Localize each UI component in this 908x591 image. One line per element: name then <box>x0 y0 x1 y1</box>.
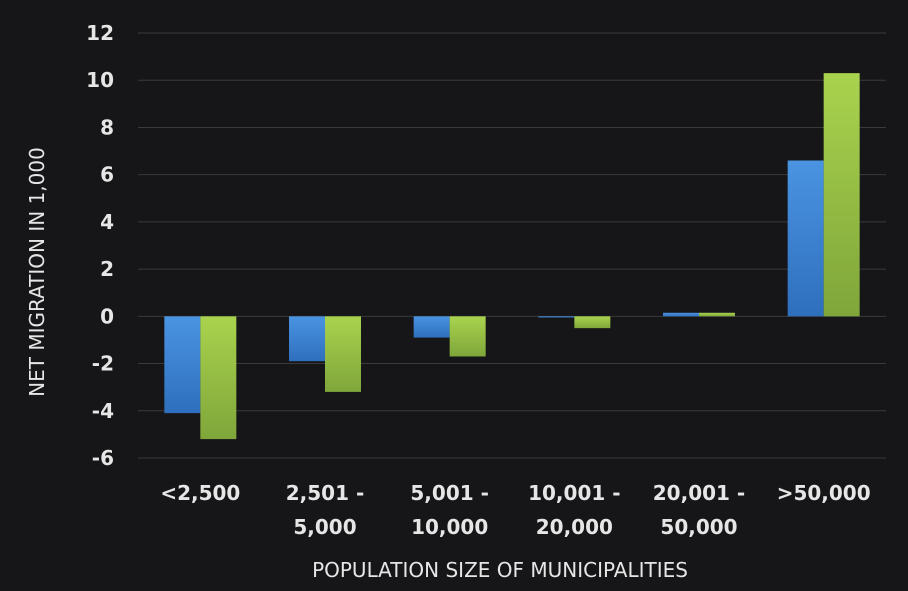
y-tick-label: 12 <box>86 21 114 45</box>
bar-series-1 <box>787 160 824 317</box>
y-axis-ticks: -6 -4 -2 0 2 4 6 8 10 12 <box>86 21 114 470</box>
bar-series-2 <box>200 316 237 440</box>
gridlines <box>138 32 886 459</box>
y-tick-label: 4 <box>100 210 114 234</box>
y-tick-label: 8 <box>100 115 114 139</box>
y-tick-label: -2 <box>92 352 114 376</box>
bar-series-2 <box>574 316 611 329</box>
y-tick-label: 2 <box>100 257 114 281</box>
bar-series-2 <box>449 316 486 357</box>
x-axis-ticks: <2,500 2,501 -5,000 5,001 -10,000 10,001 -2… <box>160 481 870 539</box>
bar-series-2 <box>823 73 860 317</box>
x-axis-title: POPULATION SIZE OF MUNICIPALITIES <box>312 558 688 582</box>
x-tick-label: 2,501 -5,000 <box>286 481 365 539</box>
y-tick-label: 0 <box>100 304 114 328</box>
y-tick-label: 6 <box>100 163 114 187</box>
x-tick-label: >50,000 <box>777 481 871 505</box>
x-tick-label: <2,500 <box>160 481 240 505</box>
bar-series-1 <box>289 316 325 362</box>
bar-series-1 <box>413 316 450 338</box>
y-tick-label: -4 <box>92 399 114 423</box>
bars <box>164 73 860 440</box>
y-axis-title: NET MIGRATION IN 1,000 <box>25 147 49 397</box>
x-tick-label: 20,001 -50,000 <box>653 481 745 539</box>
bar-series-1 <box>164 316 201 414</box>
x-tick-label: 10,001 -20,000 <box>528 481 620 539</box>
y-tick-label: 10 <box>86 68 114 92</box>
bar-series-1 <box>538 316 575 318</box>
x-tick-label: 5,001 -10,000 <box>410 481 489 539</box>
bar-series-2 <box>325 316 361 392</box>
y-tick-label: -6 <box>92 446 114 470</box>
bar-series-1 <box>663 312 699 317</box>
bar-series-2 <box>699 312 735 317</box>
